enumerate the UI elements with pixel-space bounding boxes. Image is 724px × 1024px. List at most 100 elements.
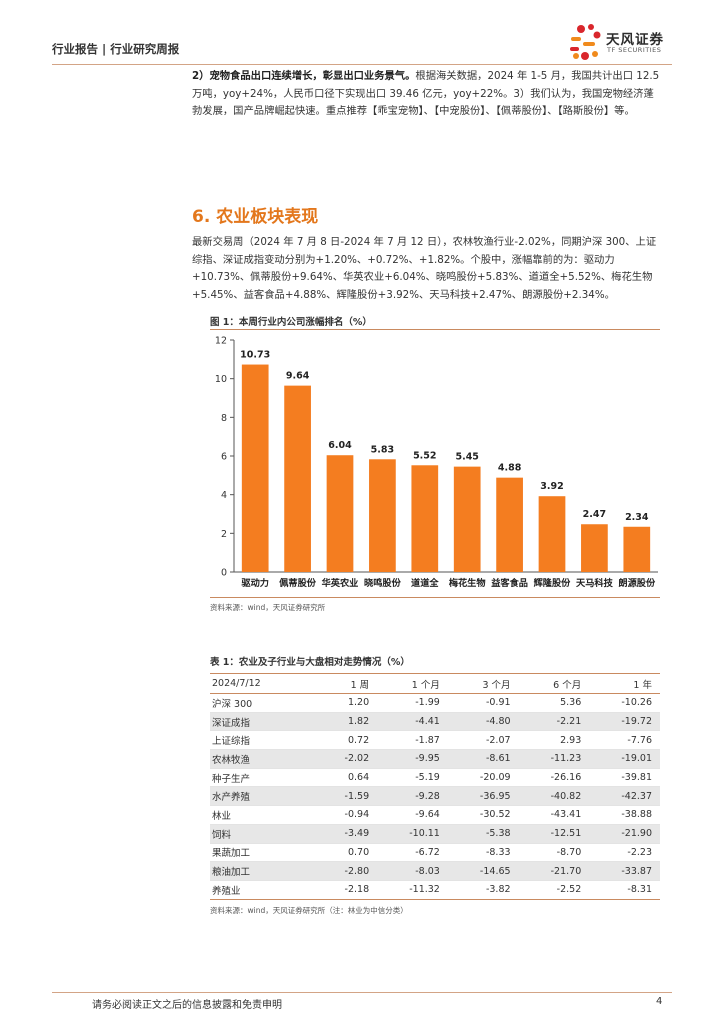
table-cell: -11.32 <box>377 880 448 900</box>
bar <box>496 477 523 572</box>
table-cell: -2.18 <box>317 880 378 900</box>
figure-bottom-rule <box>210 597 660 598</box>
figure-title: 图 1：本周行业内公司涨幅排名（%） <box>210 317 372 328</box>
logo-subtext: TF SECURITIES <box>607 46 662 54</box>
table-cell: -0.94 <box>317 805 378 825</box>
y-tick-label: 2 <box>221 529 227 540</box>
table-row: 沪深 300 1.20 -1.99 -0.91 5.36 -10.26 <box>210 693 660 713</box>
x-category-label: 晓鸣股份 <box>364 577 402 589</box>
y-tick-label: 8 <box>221 413 227 424</box>
bar-value-label: 4.88 <box>498 463 522 474</box>
page-number: 4 <box>656 996 663 1007</box>
table-cell: -39.81 <box>589 768 660 788</box>
table-header-cell: 3 个月 <box>482 679 511 691</box>
intro-lead: 2）宠物食品出口连续增长，彰显出口业务景气。 <box>192 70 416 82</box>
table-cell: -43.41 <box>518 805 590 825</box>
row-label-cell: 果蔬加工 <box>210 843 318 863</box>
x-category-label: 佩蒂股份 <box>279 577 317 589</box>
table-cell: 1.20 <box>317 693 378 713</box>
table-cell: -8.70 <box>518 843 590 863</box>
table-cell: -5.38 <box>447 824 519 844</box>
bar <box>453 466 481 572</box>
table-cell: -42.37 <box>589 786 660 807</box>
table-row: 水产养殖 -1.59 -9.28 -36.95 -40.82 -42.37 <box>210 786 660 807</box>
table-header-cell: 2024/7/12 <box>212 678 261 689</box>
table-row: 深证成指 1.82 -4.41 -4.80 -2.21 -19.72 <box>210 712 660 732</box>
figure-top-rule <box>210 329 660 330</box>
intro-paragraph: 2）宠物食品出口连续增长，彰显出口业务景气。根据海关数据，2024 年 1-5 … <box>192 68 662 121</box>
x-category-label: 道道全 <box>411 577 439 589</box>
report-header: 行业报告 | 行业研究周报 <box>52 42 180 56</box>
table-cell: -8.33 <box>447 843 519 863</box>
table-cell: -8.31 <box>589 880 660 900</box>
table-cell: -2.80 <box>317 861 378 881</box>
table-cell: 5.36 <box>518 693 590 713</box>
bar <box>284 385 311 572</box>
table-cell: -9.28 <box>377 786 448 807</box>
table-cell: -7.76 <box>589 730 660 751</box>
table-row: 农林牧渔 -2.02 -9.95 -8.61 -11.23 -19.01 <box>210 749 660 769</box>
x-category-label: 华英农业 <box>322 577 359 589</box>
table-cell: -20.09 <box>447 768 519 788</box>
table-cell: -19.72 <box>589 712 660 732</box>
table-cell: -2.07 <box>447 730 519 751</box>
row-label-cell: 水产养殖 <box>210 786 318 807</box>
y-tick-label: 6 <box>221 452 227 463</box>
logo-text: 天风证券 <box>606 32 664 48</box>
table-cell: -6.72 <box>377 843 448 863</box>
table-row: 种子生产 0.64 -5.19 -20.09 -26.16 -39.81 <box>210 768 660 788</box>
table-cell: 1.82 <box>317 712 378 732</box>
table-cell: -21.70 <box>518 861 590 881</box>
table-cell: -9.95 <box>377 749 448 769</box>
table-cell: 0.72 <box>317 730 378 751</box>
table-cell: -2.02 <box>317 749 378 769</box>
x-category-label: 梅花生物 <box>449 577 486 589</box>
figure-source: 资料来源：wind，天风证券研究所 <box>210 603 326 612</box>
table-cell: -2.21 <box>518 712 590 732</box>
table-cell: -1.87 <box>377 730 448 751</box>
row-label-cell: 饲料 <box>210 824 318 844</box>
table-cell: -30.52 <box>447 805 519 825</box>
table-title: 表 1：农业及子行业与大盘相对走势情况（%） <box>210 657 410 668</box>
disclaimer-text: 请务必阅读正文之后的信息披露和免责申明 <box>92 1000 282 1011</box>
logo-mark-icon <box>570 24 601 60</box>
table-row: 上证综指 0.72 -1.87 -2.07 2.93 -7.76 <box>210 730 660 751</box>
row-label-cell: 沪深 300 <box>210 693 318 713</box>
table-row: 果蔬加工 0.70 -6.72 -8.33 -8.70 -2.23 <box>210 843 660 863</box>
table-cell: -0.91 <box>447 693 519 713</box>
company-logo: 天风证券 TF SECURITIES <box>568 22 678 62</box>
bar <box>369 459 396 572</box>
table-row: 粮油加工 -2.80 -8.03 -14.65 -21.70 -33.87 <box>210 861 660 881</box>
x-category-label: 朗源股份 <box>618 577 656 589</box>
table-cell: -36.95 <box>447 786 519 807</box>
section-paragraph: 最新交易周（2024 年 7 月 8 日-2024 年 7 月 12 日），农林… <box>192 236 657 301</box>
bar-value-label: 9.64 <box>286 371 310 382</box>
bar-value-label: 5.83 <box>371 444 394 455</box>
footer-divider <box>52 992 672 993</box>
table-cell: 0.64 <box>317 768 378 788</box>
table-header-cell: 1 个月 <box>411 679 440 691</box>
table-header-row: 2024/7/12 1 周 1 个月 3 个月 6 个月 1 年 <box>210 673 660 694</box>
table-source: 资料来源：wind，天风证券研究所（注：林业为中信分类） <box>210 906 408 915</box>
table-cell: -3.82 <box>447 880 519 900</box>
table-cell: -10.26 <box>589 693 660 713</box>
table-cell: -8.61 <box>447 749 519 769</box>
table-cell: -33.87 <box>589 861 660 881</box>
row-label-cell: 养殖业 <box>210 880 318 900</box>
row-label-cell: 林业 <box>210 805 318 825</box>
table-cell: 0.70 <box>317 843 378 863</box>
table-cell: -10.11 <box>377 824 448 844</box>
bar-value-label: 2.34 <box>625 512 649 523</box>
table-cell: -4.80 <box>447 712 519 732</box>
table-cell: -40.82 <box>518 786 590 807</box>
table-cell: -2.23 <box>589 843 660 863</box>
section-title: 6. 农业板块表现 <box>192 207 319 227</box>
table-cell: -19.01 <box>589 749 660 769</box>
bar-value-label: 2.47 <box>583 509 606 520</box>
row-label-cell: 种子生产 <box>210 768 318 788</box>
x-category-label: 益客食品 <box>491 577 528 589</box>
table-header-cell: 1 周 <box>350 679 370 691</box>
x-category-label: 驱动力 <box>241 577 269 589</box>
bar-chart: 0 2 4 6 8 10 12 10.73 驱动力 9.64 佩蒂股份 6.04 华英农业 5.83 晓鸣股… <box>215 336 658 589</box>
